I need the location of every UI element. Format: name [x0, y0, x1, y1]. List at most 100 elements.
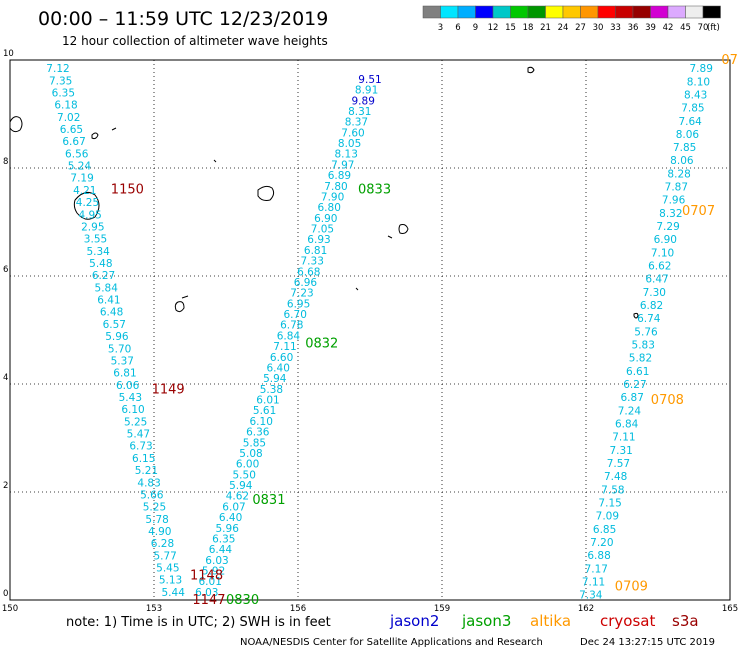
- wave-height-value: 6.61: [626, 366, 649, 378]
- wave-height-value: 7.11: [612, 432, 635, 444]
- legend-swatch: [527, 5, 546, 19]
- wave-height-value: 7.34: [579, 590, 603, 602]
- legend-label: 45: [680, 23, 691, 33]
- wave-height-value: 5.84: [95, 282, 119, 294]
- wave-height-value: 6.40: [219, 512, 242, 524]
- wave-height-value: 6.78: [280, 320, 303, 332]
- wave-height-value: 7.12: [46, 63, 69, 75]
- wave-height-value: 4.83: [137, 477, 160, 489]
- wave-height-value: 7.85: [681, 103, 704, 115]
- wave-height-value: 5.94: [229, 480, 253, 492]
- satellite-name: cryosat: [600, 612, 655, 630]
- wave-height-value: 6.01: [199, 576, 222, 588]
- wave-height-value: 5.25: [124, 416, 147, 428]
- wave-height-value: 3.55: [84, 234, 107, 246]
- wave-height-value: 5.24: [68, 161, 92, 173]
- wave-height-value: 6.90: [314, 213, 337, 225]
- legend-label: 30: [593, 23, 604, 33]
- footer-timestamp: Dec 24 13:27:15 UTC 2019: [580, 637, 715, 648]
- wave-height-value: 7.96: [662, 195, 686, 207]
- wave-height-value: 7.23: [290, 288, 313, 300]
- wave-height-value: 6.36: [246, 427, 270, 439]
- legend-swatch: [580, 5, 599, 19]
- legend-unit: (ft): [707, 23, 720, 33]
- satellite-name: jason2: [389, 612, 439, 630]
- pass-time-label: 0709: [615, 580, 648, 595]
- wave-height-value: 6.95: [287, 298, 310, 310]
- footer-note: note: 1) Time is in UTC; 2) SWH is in fe…: [66, 615, 331, 630]
- wave-height-value: 6.57: [103, 319, 126, 331]
- pass-time-label: 0830: [226, 593, 259, 608]
- legend-swatch: [510, 5, 529, 19]
- legend-swatch: [650, 5, 669, 19]
- wave-height-value: 6.27: [623, 379, 646, 391]
- pass-time-label: 0708: [651, 393, 684, 408]
- legend-label: 27: [575, 23, 586, 33]
- wave-height-value: 8.28: [667, 168, 690, 180]
- legend-label: 18: [523, 23, 534, 33]
- wave-height-value: 6.41: [97, 295, 120, 307]
- wave-height-value: 8.05: [338, 138, 361, 150]
- legend-label: 70: [698, 23, 709, 33]
- wave-height-value: 4.21: [73, 185, 96, 197]
- legend-label: 6: [455, 23, 460, 33]
- wave-height-value: 7.02: [57, 112, 80, 124]
- legend-swatch: [685, 5, 704, 19]
- wave-height-value: 7.09: [596, 511, 619, 523]
- wave-height-value: 7.89: [690, 63, 713, 75]
- wave-height-value: 5.92: [202, 566, 225, 578]
- wave-height-value: 6.15: [132, 453, 155, 465]
- island-chuuk: [9, 116, 117, 220]
- wave-height-value: 5.25: [143, 502, 166, 514]
- wave-height-value: 5.70: [108, 343, 131, 355]
- legend-label: 33: [610, 23, 621, 33]
- island-small-1: [174, 295, 189, 313]
- legend-label: 3: [438, 23, 443, 33]
- wave-height-value: 5.82: [629, 353, 652, 365]
- wave-height-value: 5.83: [632, 340, 655, 352]
- wave-height-value: 6.07: [222, 501, 245, 513]
- map-frame: [9, 59, 731, 601]
- x-tick-label: 156: [290, 604, 306, 614]
- wave-height-value: 6.10: [121, 404, 144, 416]
- wave-height-value: 6.60: [270, 352, 293, 364]
- satellite-legend: jason2 jason3 altika cryosat s3a: [389, 612, 699, 630]
- wave-height-value: 6.73: [129, 441, 152, 453]
- legend-swatch: [597, 5, 616, 19]
- islands: [9, 66, 639, 319]
- wave-height-value: 7.33: [301, 256, 324, 268]
- pass-time-label: 0831: [252, 493, 285, 508]
- y-tick-label: 6: [3, 265, 8, 275]
- map-grid: [10, 60, 730, 600]
- wave-height-value: 6.62: [648, 261, 671, 273]
- longitude-axis: 150 153 156 159 162 165: [2, 604, 738, 614]
- island-small-5: [355, 287, 359, 291]
- x-tick-label: 162: [578, 604, 594, 614]
- wave-height-value: 6.88: [587, 550, 610, 562]
- wave-height-value: 5.66: [140, 489, 164, 501]
- wave-height-value: 7.48: [604, 471, 627, 483]
- wave-height-value: 5.13: [159, 575, 182, 587]
- wave-height-value: 6.81: [304, 245, 327, 257]
- wave-height-value: 5.43: [119, 392, 142, 404]
- wave-height-value: 6.80: [318, 202, 341, 214]
- wave-height-value: 5.85: [243, 437, 266, 449]
- wave-height-value: 8.91: [355, 85, 378, 97]
- legend-swatch: [667, 5, 686, 19]
- wave-height-value: 5.76: [634, 326, 658, 338]
- wave-height-value: 7.11: [273, 341, 296, 353]
- wave-height-value: 7.31: [609, 445, 632, 457]
- color-legend: 3 6 9 12 15 18 21 24 27 30 33 36 39 42 45 70(ft): [422, 5, 721, 33]
- wave-height-value: 8.06: [670, 155, 694, 167]
- legend-swatch: [492, 5, 511, 19]
- wave-height-value: 5.47: [127, 429, 150, 441]
- wave-height-value: 7.24: [618, 405, 642, 417]
- wave-height-value: 6.48: [100, 307, 123, 319]
- wave-height-value: 5.08: [239, 448, 262, 460]
- wave-height-value: 6.89: [328, 170, 351, 182]
- wave-height-value: 6.67: [62, 136, 85, 148]
- wave-height-value: 5.96: [216, 523, 240, 535]
- wave-height-value: 6.03: [195, 587, 218, 599]
- wave-height-value: 6.84: [615, 418, 639, 430]
